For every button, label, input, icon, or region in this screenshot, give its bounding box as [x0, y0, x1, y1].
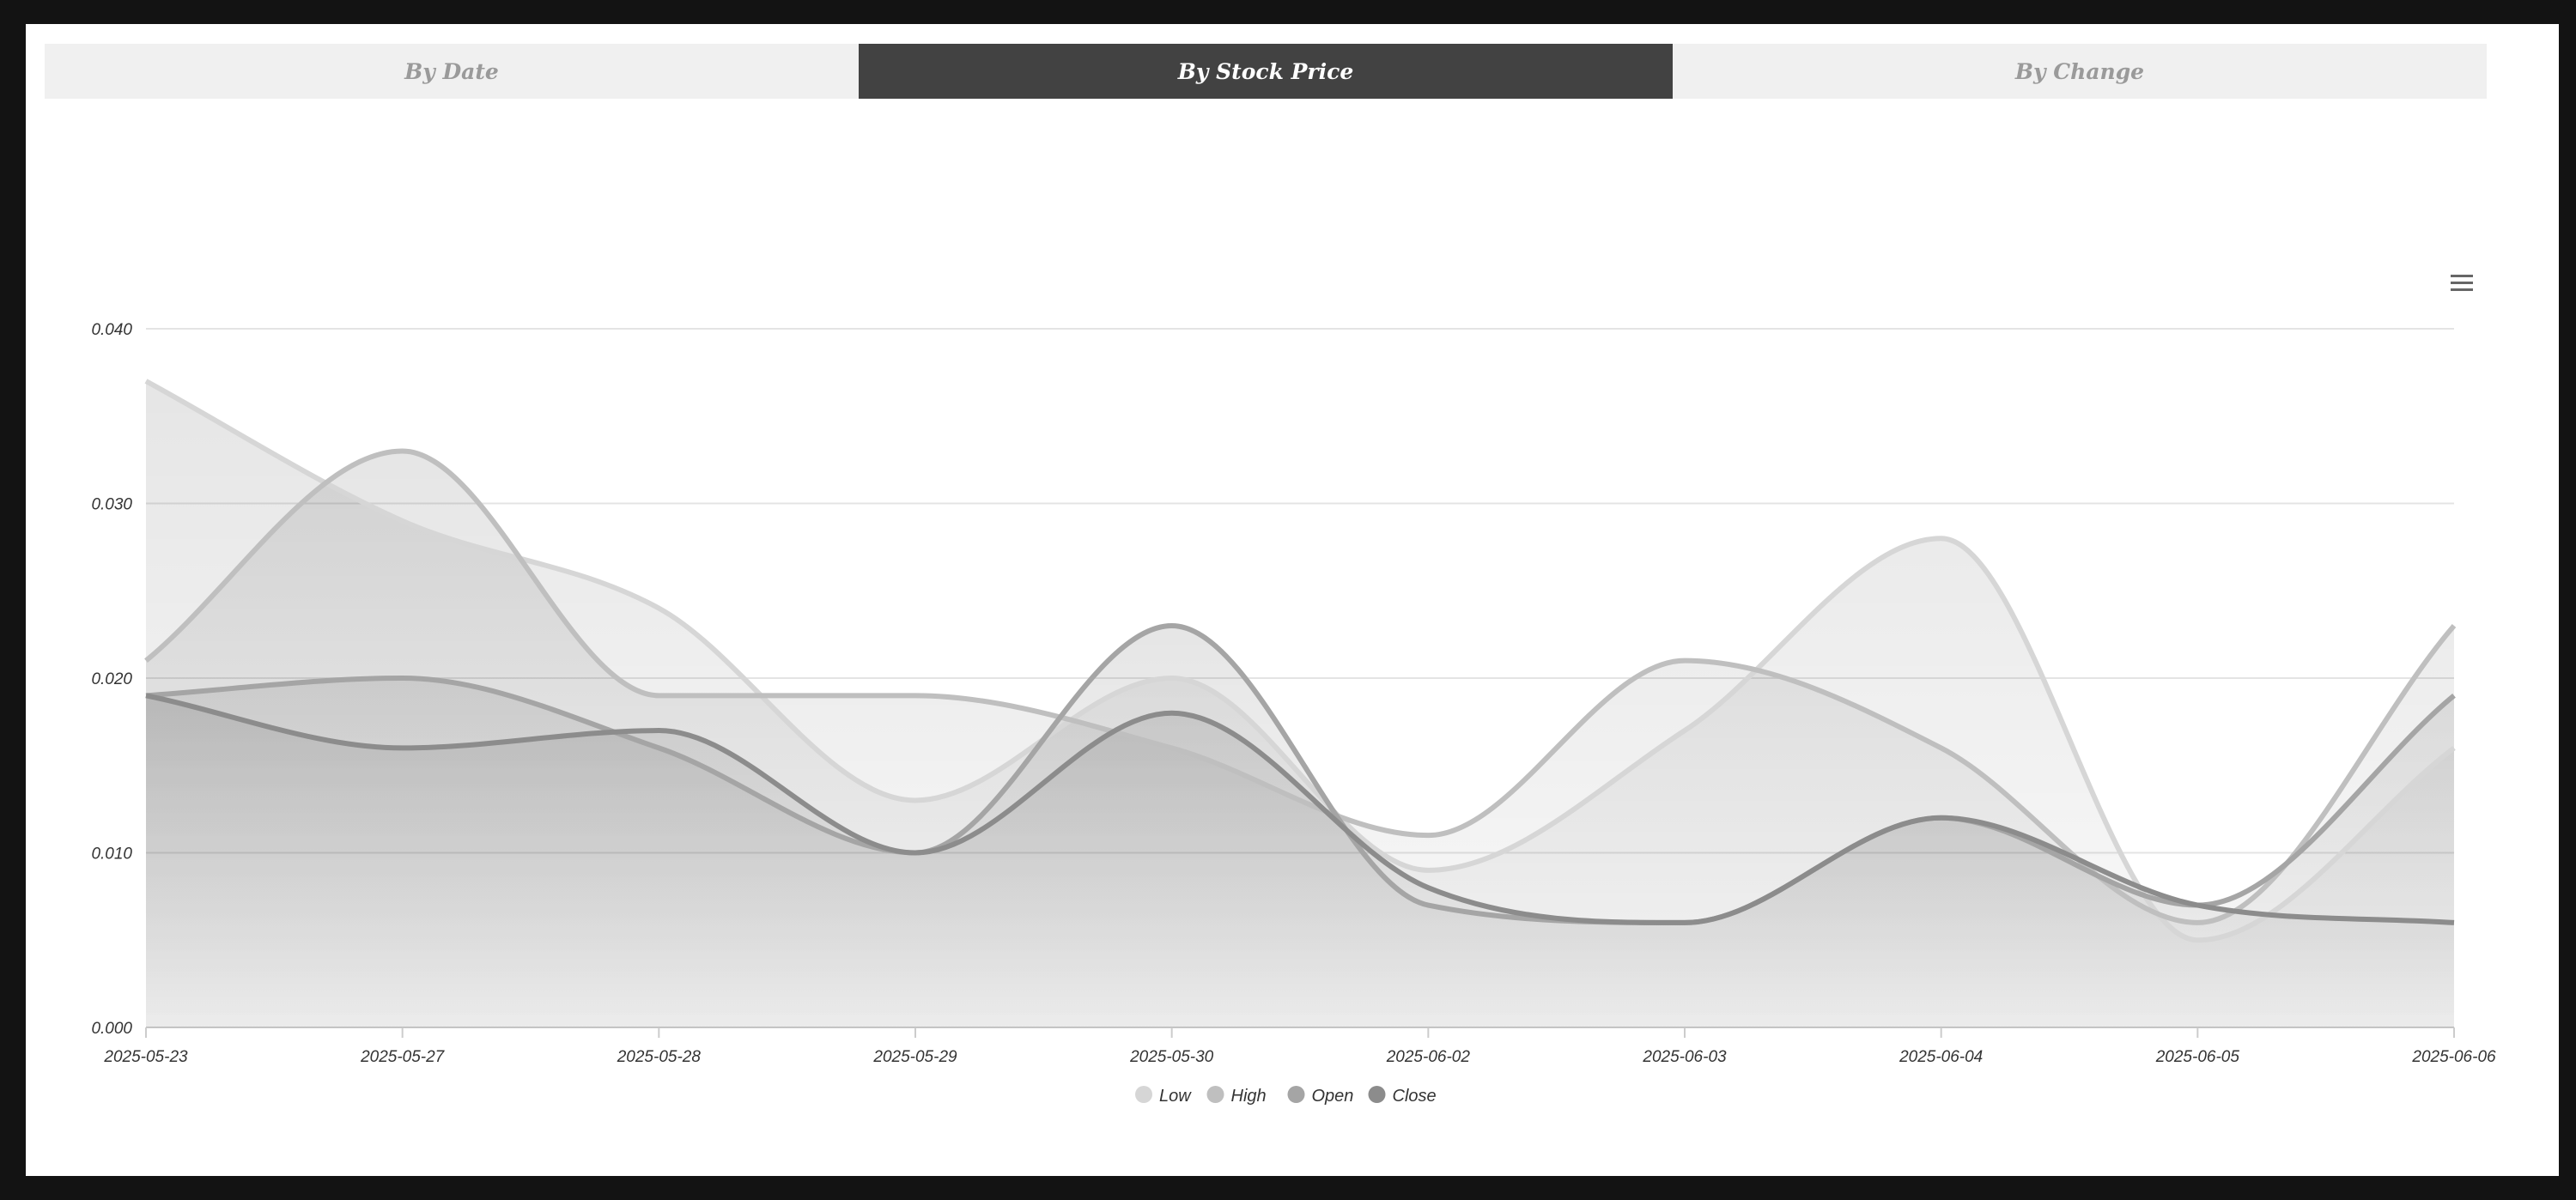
- x-tick-label: 2025-05-30: [1129, 1048, 1214, 1066]
- x-tick-label: 2025-05-29: [872, 1048, 957, 1066]
- y-tick-label: 0.020: [91, 670, 132, 688]
- series-line-close: [145, 693, 2455, 925]
- tab-by-stock-price[interactable]: By Stock Price: [859, 44, 1673, 99]
- legend-item-close[interactable]: Close: [1393, 1087, 1437, 1106]
- legend-swatch-low[interactable]: [1135, 1086, 1152, 1103]
- y-tick-label: 0.040: [91, 321, 132, 339]
- y-tick-label: 0.010: [91, 845, 132, 864]
- tab-by-date[interactable]: By Date: [45, 44, 859, 99]
- x-tick-label: 2025-05-23: [103, 1048, 188, 1066]
- x-tick-label: 2025-06-02: [1386, 1048, 1471, 1066]
- tab-bar: By Date By Stock Price By Change: [45, 44, 2487, 99]
- series-line-open: [145, 622, 2456, 925]
- tab-by-change[interactable]: By Change: [1673, 44, 2487, 99]
- x-tick-label: 2025-06-05: [2155, 1048, 2240, 1066]
- series-line-low: [144, 379, 2456, 943]
- legend-swatch-high[interactable]: [1206, 1086, 1224, 1103]
- x-tick-label: 2025-06-03: [1642, 1048, 1727, 1066]
- x-tick-label: 2025-06-06: [2411, 1048, 2496, 1066]
- legend-swatch-open[interactable]: [1287, 1086, 1305, 1103]
- x-tick-label: 2025-05-28: [617, 1048, 702, 1066]
- x-tick-label: 2025-06-04: [1899, 1048, 1983, 1066]
- legend-item-high[interactable]: High: [1231, 1087, 1267, 1106]
- legend-item-open[interactable]: Open: [1312, 1087, 1354, 1106]
- legend-item-low[interactable]: Low: [1159, 1087, 1192, 1106]
- legend-swatch-close[interactable]: [1368, 1086, 1386, 1103]
- y-tick-label: 0.000: [91, 1020, 132, 1038]
- x-tick-label: 2025-05-27: [360, 1048, 446, 1066]
- y-tick-label: 0.030: [91, 496, 132, 514]
- hamburger-menu-icon[interactable]: [2449, 271, 2475, 295]
